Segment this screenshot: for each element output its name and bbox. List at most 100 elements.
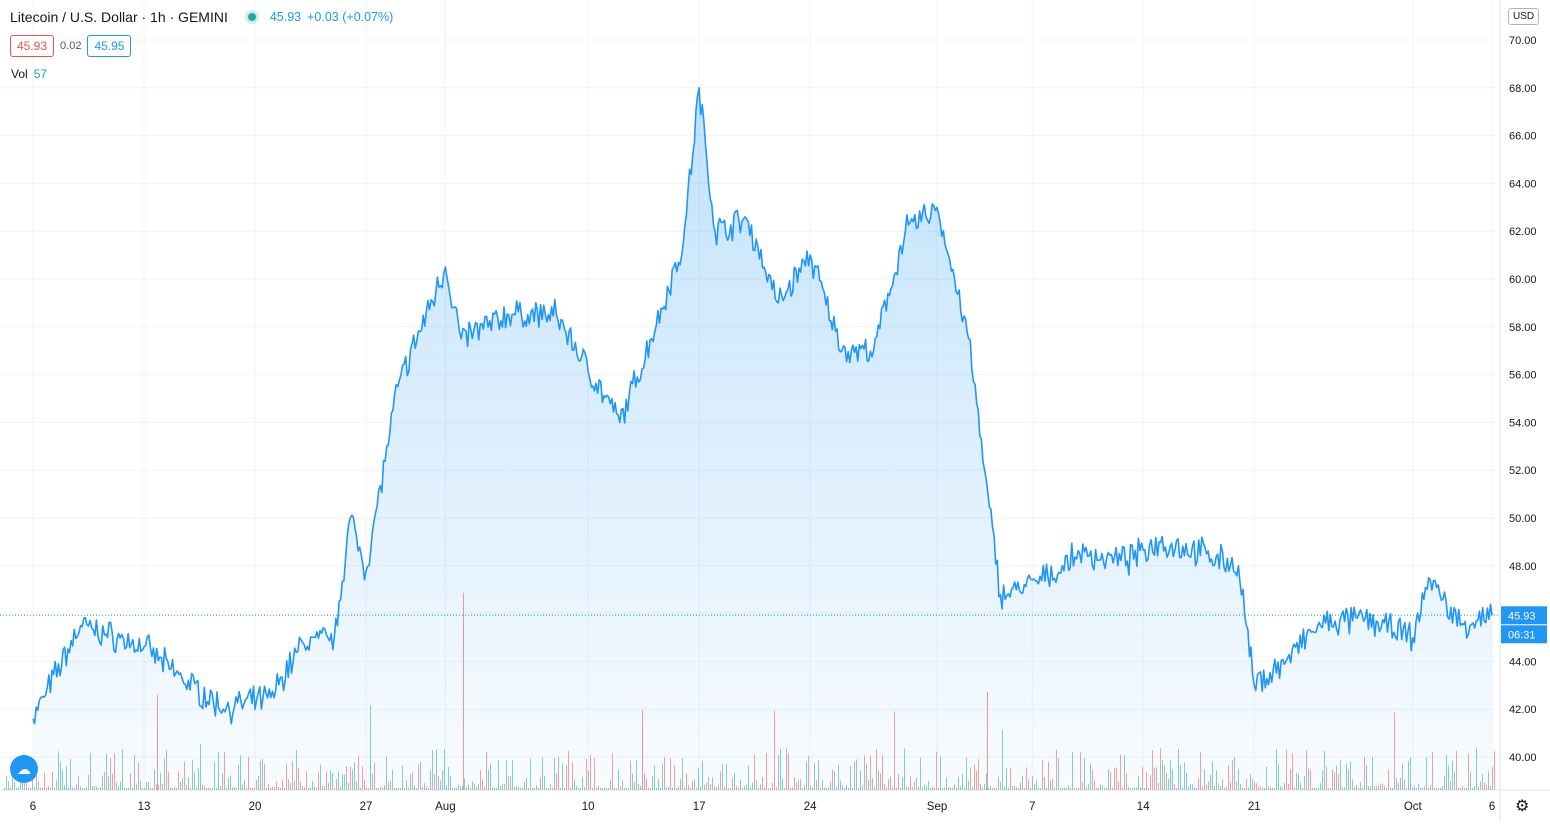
volume-bar	[334, 787, 335, 790]
volume-bar	[394, 787, 395, 790]
volume-bar	[68, 787, 69, 790]
volume-bar	[590, 754, 591, 790]
volume-bar	[438, 775, 439, 790]
volume-bar	[360, 787, 361, 790]
volume-bar	[620, 786, 621, 790]
volume-bar	[216, 787, 217, 790]
volume-bar	[450, 775, 451, 790]
volume-bar	[722, 764, 723, 790]
volume-bar	[1332, 769, 1333, 790]
currency-button[interactable]: USD	[1508, 8, 1540, 25]
volume-bar	[756, 780, 757, 790]
volume-bar	[754, 754, 755, 790]
volume-bar	[662, 763, 663, 790]
volume-bar	[390, 781, 391, 790]
volume-bar	[356, 781, 357, 790]
volume-bar	[370, 705, 371, 790]
volume-bar	[866, 764, 867, 790]
volume-bar	[822, 780, 823, 790]
volume-bar	[196, 787, 197, 790]
volume-bar	[1480, 781, 1481, 790]
volume-bar	[1244, 787, 1245, 790]
x-tick-label: Aug	[435, 801, 455, 813]
volume-bar	[1260, 786, 1261, 790]
volume-bar	[956, 787, 957, 790]
volume-bar	[520, 787, 521, 790]
volume-bar	[796, 782, 797, 790]
volume-bar	[678, 786, 679, 790]
volume-bar	[1424, 786, 1425, 790]
countdown-label: 06:31	[1508, 629, 1536, 641]
volume-bar	[1256, 783, 1257, 790]
volume-bar	[1416, 787, 1417, 790]
volume-bar	[460, 786, 461, 790]
last-price-badge	[1501, 606, 1547, 625]
volume-bar	[496, 787, 497, 790]
volume-bar	[1460, 787, 1461, 790]
volume-bar	[512, 760, 513, 790]
volume-bar	[484, 786, 485, 790]
volume-bar	[1210, 774, 1211, 790]
volume-bar	[1486, 784, 1487, 790]
volume-bar	[870, 755, 871, 790]
volume-bar	[1406, 788, 1407, 790]
volume-bar	[254, 787, 255, 790]
countdown-badge	[1501, 625, 1547, 644]
volume-bar	[304, 786, 305, 790]
volume-bar	[598, 785, 599, 790]
volume-bar	[386, 756, 387, 790]
volume-bar	[1158, 782, 1159, 790]
volume-bar	[1092, 769, 1093, 790]
symbol-title[interactable]: Litecoin / U.S. Dollar · 1h · GEMINI	[10, 9, 228, 25]
volume-bar	[1386, 787, 1387, 790]
volume-bar	[412, 772, 413, 790]
volume-bar	[948, 787, 949, 790]
volume-bar	[116, 782, 117, 790]
gear-icon[interactable]: ⚙	[1515, 798, 1530, 815]
volume-bar	[426, 786, 427, 790]
volume-bar	[926, 786, 927, 790]
volume-bar	[1472, 787, 1473, 790]
volume-bar	[1214, 785, 1215, 790]
volume-bar	[966, 757, 967, 790]
volume-bar	[638, 783, 639, 790]
volume-bar	[1050, 780, 1051, 790]
volume-bar	[1116, 767, 1117, 790]
volume-bar	[192, 759, 193, 790]
volume-bar	[238, 764, 239, 790]
volume-bar	[90, 752, 91, 790]
cloud-icon[interactable]: ☁	[10, 755, 38, 783]
volume-bar	[1016, 786, 1017, 790]
volume-bar	[80, 786, 81, 790]
volume-bar	[126, 787, 127, 790]
volume-bar	[1052, 779, 1053, 790]
volume-bar	[526, 777, 527, 790]
volume-bar	[1226, 786, 1227, 790]
ask-price[interactable]: 45.95	[87, 35, 132, 57]
volume-bar	[538, 787, 539, 790]
volume-bar	[634, 781, 635, 790]
volume-bar	[874, 786, 875, 790]
volume-bar	[1394, 712, 1395, 790]
volume-bar	[1012, 786, 1013, 790]
volume-bar	[244, 780, 245, 790]
volume-bar	[346, 766, 347, 790]
y-tick-label: 50.00	[1509, 513, 1537, 525]
volume-bar	[784, 787, 785, 790]
volume-bar	[166, 750, 167, 790]
y-tick-label: 68.00	[1509, 83, 1537, 95]
volume-bar	[994, 787, 995, 790]
volume-bar	[72, 787, 73, 790]
volume-bar	[868, 779, 869, 790]
volume-bar	[250, 787, 251, 790]
y-tick-label: 66.00	[1509, 131, 1537, 143]
volume-bar	[1448, 765, 1449, 790]
bid-price[interactable]: 45.93	[10, 35, 55, 57]
volume-bar	[640, 785, 641, 790]
volume-bar	[1044, 777, 1045, 790]
volume-bar	[516, 786, 517, 790]
volume-bar	[708, 776, 709, 790]
volume-bar	[670, 758, 671, 790]
